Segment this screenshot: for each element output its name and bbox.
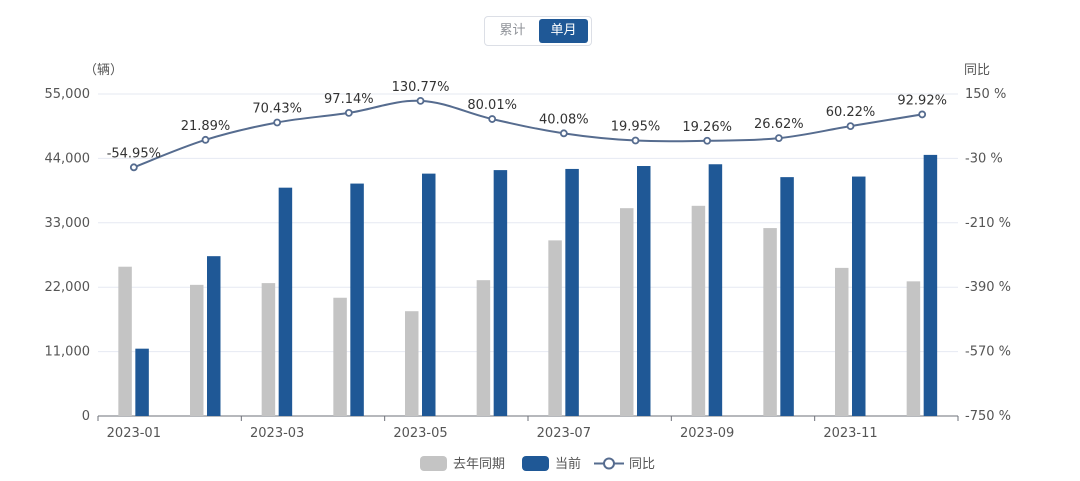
x-tick-label: 2023-11: [823, 426, 877, 441]
bar-current: [923, 154, 938, 416]
bar-last-year: [906, 281, 921, 416]
legend-swatch-last-year: [420, 456, 447, 471]
left-tick-label: 44,000: [45, 151, 91, 166]
yoy-data-label: 21.89%: [181, 119, 231, 134]
yoy-data-label: 26.62%: [754, 117, 804, 132]
yoy-point: [559, 129, 568, 138]
yoy-data-label: 40.08%: [539, 112, 589, 127]
yoy-data-label: 97.14%: [324, 92, 374, 107]
left-tick-label: 11,000: [45, 345, 91, 360]
right-tick-label: -390 %: [965, 280, 1011, 295]
x-tick-label: 2023-09: [680, 426, 734, 441]
left-tick-label: 55,000: [45, 87, 91, 102]
yoy-point: [774, 134, 783, 143]
yoy-point: [129, 163, 138, 172]
yoy-point: [273, 118, 282, 127]
yoy-data-label: 60.22%: [826, 105, 876, 120]
yoy-data-label: 80.01%: [467, 98, 517, 113]
yoy-point: [416, 96, 425, 105]
legend-label-last-year: 去年同期: [453, 457, 505, 472]
yoy-point: [201, 135, 210, 144]
bar-last-year: [405, 311, 419, 416]
bar-last-year: [261, 283, 276, 416]
yoy-data-label: 19.95%: [611, 120, 661, 135]
yoy-line: [133, 99, 923, 169]
legend-swatch-yoy-marker: [603, 457, 615, 470]
bar-current: [637, 166, 651, 416]
right-axis-title: 同比: [964, 63, 990, 78]
bar-current: [708, 164, 723, 416]
bar-current: [422, 173, 436, 416]
yoy-data-label: 130.77%: [392, 80, 450, 95]
bar-last-year: [835, 267, 849, 416]
yoy-point: [918, 110, 927, 119]
bar-current: [493, 170, 508, 416]
yoy-data-label: 92.92%: [897, 93, 947, 108]
legend: 去年同期 当前 同比: [420, 456, 655, 472]
bar-last-year: [763, 228, 777, 416]
yoy-point: [488, 115, 497, 123]
right-tick-label: -750 %: [965, 409, 1011, 424]
x-tick-label: 2023-03: [250, 426, 304, 441]
bar-last-year: [548, 240, 562, 416]
legend-label-current: 当前: [555, 456, 581, 472]
yoy-data-label: 70.43%: [252, 101, 302, 116]
yoy-point: [344, 109, 353, 117]
right-tick-label: -570 %: [965, 345, 1011, 360]
legend-label-yoy: 同比: [629, 457, 655, 472]
cumulative-toggle-button[interactable]: 累计: [499, 23, 526, 38]
bar-current: [350, 183, 364, 416]
bar-last-year: [620, 208, 634, 416]
bar-current: [135, 348, 149, 416]
monthly-toggle-button[interactable]: 单月: [539, 19, 588, 43]
bar-current: [852, 176, 866, 416]
bar-last-year: [118, 266, 132, 416]
x-tick-label: 2023-07: [537, 426, 591, 441]
left-tick-label: 33,000: [45, 216, 91, 231]
yoy-point: [703, 136, 712, 145]
bar-last-year: [333, 297, 347, 416]
bar-current: [780, 177, 794, 416]
right-tick-label: 150 %: [965, 87, 1006, 102]
bar-last-year: [190, 284, 204, 416]
left-tick-label: 0: [82, 409, 90, 424]
left-tick-label: 22,000: [45, 280, 91, 295]
yoy-data-label: 19.26%: [682, 120, 732, 135]
bar-last-year: [476, 280, 491, 416]
x-tick-label: 2023-05: [393, 426, 447, 441]
x-tick-label: 2023-01: [107, 426, 161, 441]
yoy-point: [631, 136, 640, 145]
yoy-data-label: -54.95%: [107, 146, 161, 161]
yoy-point: [846, 122, 855, 131]
legend-swatch-current: [522, 456, 549, 471]
left-axis-title: （辆）: [84, 63, 123, 78]
bar-last-year: [691, 205, 706, 416]
bar-current: [207, 256, 221, 416]
bar-current: [278, 187, 293, 416]
right-tick-label: -210 %: [965, 216, 1011, 231]
view-toggle: 累计 单月: [484, 16, 592, 46]
right-tick-label: -30 %: [965, 151, 1003, 166]
bar-current: [565, 168, 579, 416]
